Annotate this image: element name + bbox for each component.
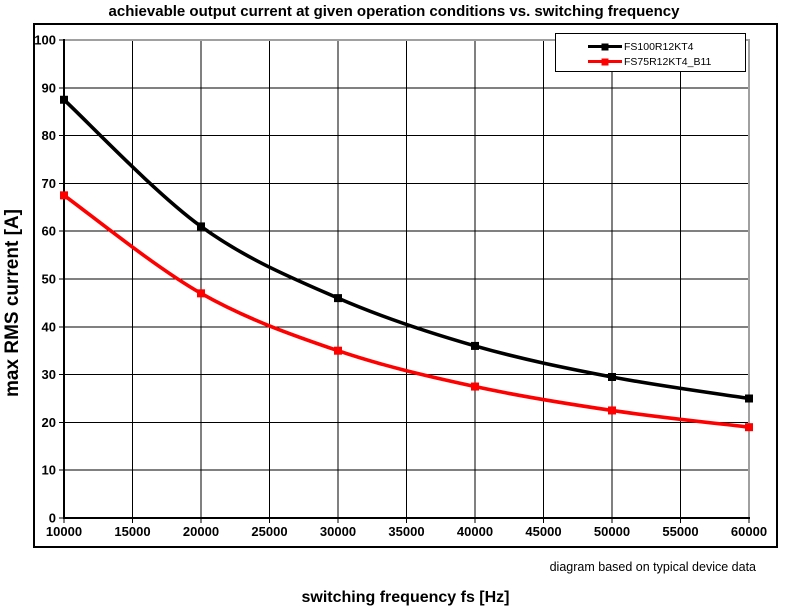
x-tick-label: 60000: [731, 524, 767, 539]
x-tick-label: 15000: [114, 524, 150, 539]
x-tick-label: 45000: [525, 524, 561, 539]
x-tick-label: 30000: [320, 524, 356, 539]
y-axis-title: max RMS current [A]: [2, 209, 23, 397]
legend-item-fs100r12kt4: FS100R12KT4: [556, 39, 745, 54]
data-point-marker-FS100R12KT4: [471, 341, 479, 350]
plot-area: 0 10 20 30 40 50 60 70 80 90 100 10000 15000 20000 250…: [34, 33, 767, 540]
data-point-marker-FS75R12KT4_B11: [471, 382, 479, 391]
chart-title: achievable output current at given opera…: [108, 3, 680, 20]
data-point-marker-FS100R12KT4: [745, 394, 753, 403]
x-tick-label: 40000: [457, 524, 493, 539]
data-point-marker-FS100R12KT4: [60, 95, 68, 104]
series-curve-FS75R12KT4_B11: [62, 193, 750, 429]
legend-item-fs75r12kt4-b11: FS75R12KT4_B11: [556, 54, 745, 69]
x-tick-label: 55000: [662, 524, 698, 539]
x-tick-label: 10000: [46, 524, 82, 539]
x-tick-label: 25000: [251, 524, 287, 539]
legend-line-sample-red: [588, 58, 622, 65]
x-tick-label: 50000: [594, 524, 630, 539]
y-tick-label: 40: [42, 319, 56, 334]
series-curve-FS100R12KT4: [62, 98, 750, 401]
chart-frame: 0 10 20 30 40 50 60 70 80 90 100 10000 15000 20000 250…: [33, 23, 778, 548]
data-point-marker-FS100R12KT4: [197, 222, 205, 231]
data-point-marker-FS75R12KT4_B11: [745, 423, 753, 432]
data-point-marker-FS75R12KT4_B11: [334, 346, 342, 355]
legend-line-sample-black: [588, 43, 622, 50]
y-tick-label: 60: [42, 224, 56, 239]
x-axis-title: switching frequency fs [Hz]: [301, 589, 510, 606]
y-tick-label: 0: [49, 511, 56, 526]
data-point-marker-FS75R12KT4_B11: [608, 406, 616, 415]
legend-square-marker-black: [601, 43, 609, 50]
legend-label: FS75R12KT4_B11: [624, 55, 712, 68]
y-tick-label: 50: [42, 272, 56, 287]
x-tick-label: 20000: [183, 524, 219, 539]
data-point-marker-FS75R12KT4_B11: [60, 191, 68, 200]
y-tick-label: 20: [42, 415, 56, 430]
data-point-marker-FS75R12KT4_B11: [197, 289, 205, 298]
y-tick-label: 70: [42, 176, 56, 191]
y-tick-label: 100: [34, 33, 56, 48]
data-point-marker-FS100R12KT4: [334, 294, 342, 303]
legend: FS100R12KT4 FS75R12KT4_B11: [555, 33, 746, 72]
y-tick-label: 10: [42, 463, 56, 478]
data-source-note: diagram based on typical device data: [549, 560, 756, 574]
x-tick-label: 35000: [388, 524, 424, 539]
data-point-marker-FS100R12KT4: [608, 372, 616, 381]
legend-square-marker-red: [601, 58, 609, 65]
legend-label: FS100R12KT4: [624, 40, 694, 53]
y-tick-label: 90: [42, 80, 56, 95]
y-tick-label: 80: [42, 128, 56, 143]
y-tick-label: 30: [42, 367, 56, 382]
